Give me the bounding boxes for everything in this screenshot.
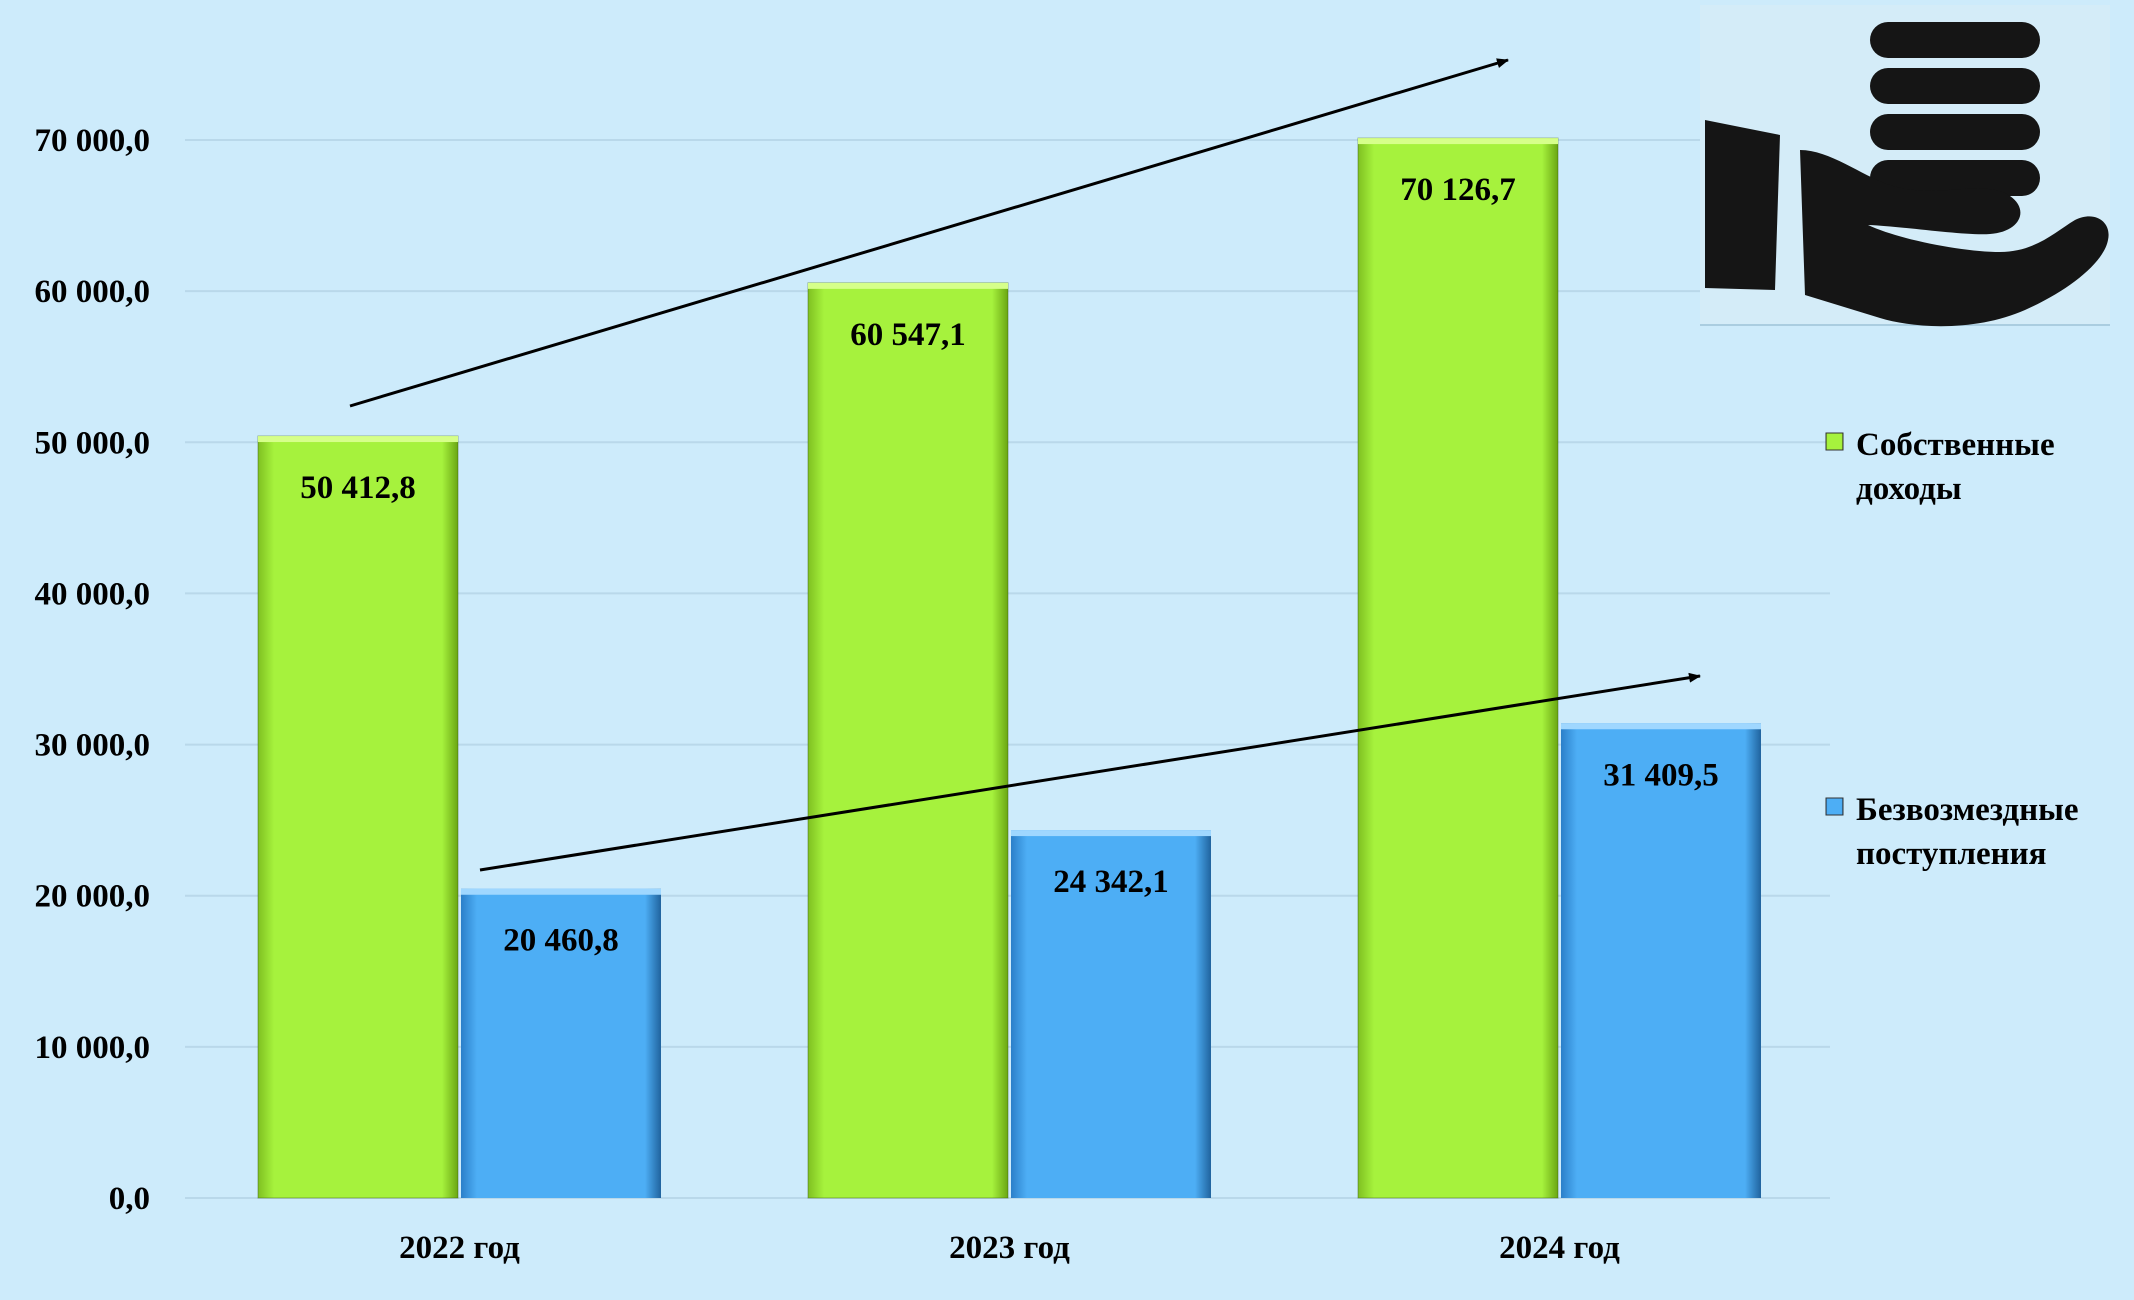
y-tick-label: 60 000,0 — [35, 274, 151, 310]
x-tick-label: 2023 год — [949, 1230, 1070, 1266]
trend-arrow-gratuitous — [479, 672, 1701, 872]
trend-arrow-own-income — [349, 58, 1509, 408]
bar-own-income-1 — [807, 282, 1009, 1199]
y-tick-label: 50 000,0 — [35, 425, 151, 461]
legend-label: Собственные — [1856, 427, 2055, 463]
data-label: 31 409,5 — [1603, 757, 1719, 793]
y-tick-label: 30 000,0 — [35, 728, 151, 764]
x-tick-label: 2024 год — [1499, 1230, 1620, 1266]
bars — [257, 137, 1761, 1199]
y-axis: 0,0 10 000,0 20 000,0 30 000,0 40 000,0 50 00… — [35, 123, 151, 1217]
data-label: 60 547,1 — [850, 317, 966, 353]
hand-holding-coins-icon — [1700, 5, 2110, 327]
bar-gratuitous-0 — [461, 888, 661, 1198]
y-tick-label: 0,0 — [109, 1181, 150, 1217]
y-tick-label: 20 000,0 — [35, 879, 151, 915]
bar-top-highlight — [461, 888, 661, 895]
data-label: 20 460,8 — [503, 923, 619, 959]
legend: Собственные доходы Безвозмездные поступлени… — [1825, 427, 2079, 872]
bar-top-highlight — [808, 282, 1008, 289]
y-tick-label: 10 000,0 — [35, 1030, 151, 1066]
trend-arrows — [349, 58, 1701, 872]
data-label: 50 412,8 — [300, 470, 416, 506]
bar-gratuitous-2 — [1561, 723, 1761, 1198]
bar-top-highlight — [258, 436, 458, 443]
bar-top-highlight — [1358, 138, 1558, 145]
data-label: 24 342,1 — [1053, 864, 1169, 900]
bar-gratuitous-1 — [1011, 830, 1211, 1198]
bar-top-highlight — [1561, 723, 1761, 730]
x-tick-label: 2022 год — [399, 1230, 520, 1266]
bar-top-highlight — [1011, 830, 1211, 837]
data-label: 70 126,7 — [1400, 172, 1516, 208]
y-tick-label: 40 000,0 — [35, 576, 151, 612]
y-tick-label: 70 000,0 — [35, 123, 151, 159]
x-axis: 2022 год 2023 год 2024 год — [399, 1230, 1620, 1266]
legend-label: доходы — [1856, 471, 1962, 507]
bar-own-income-0 — [257, 435, 459, 1199]
legend-label: Безвозмездные — [1856, 792, 2079, 828]
bar-own-income-2 — [1357, 137, 1559, 1199]
legend-swatch — [1825, 797, 1844, 816]
legend-swatch — [1825, 432, 1844, 451]
data-labels: 50 412,8 20 460,8 60 547,1 24 342,1 70 126,7… — [300, 172, 1719, 959]
legend-label: поступления — [1856, 836, 2047, 872]
